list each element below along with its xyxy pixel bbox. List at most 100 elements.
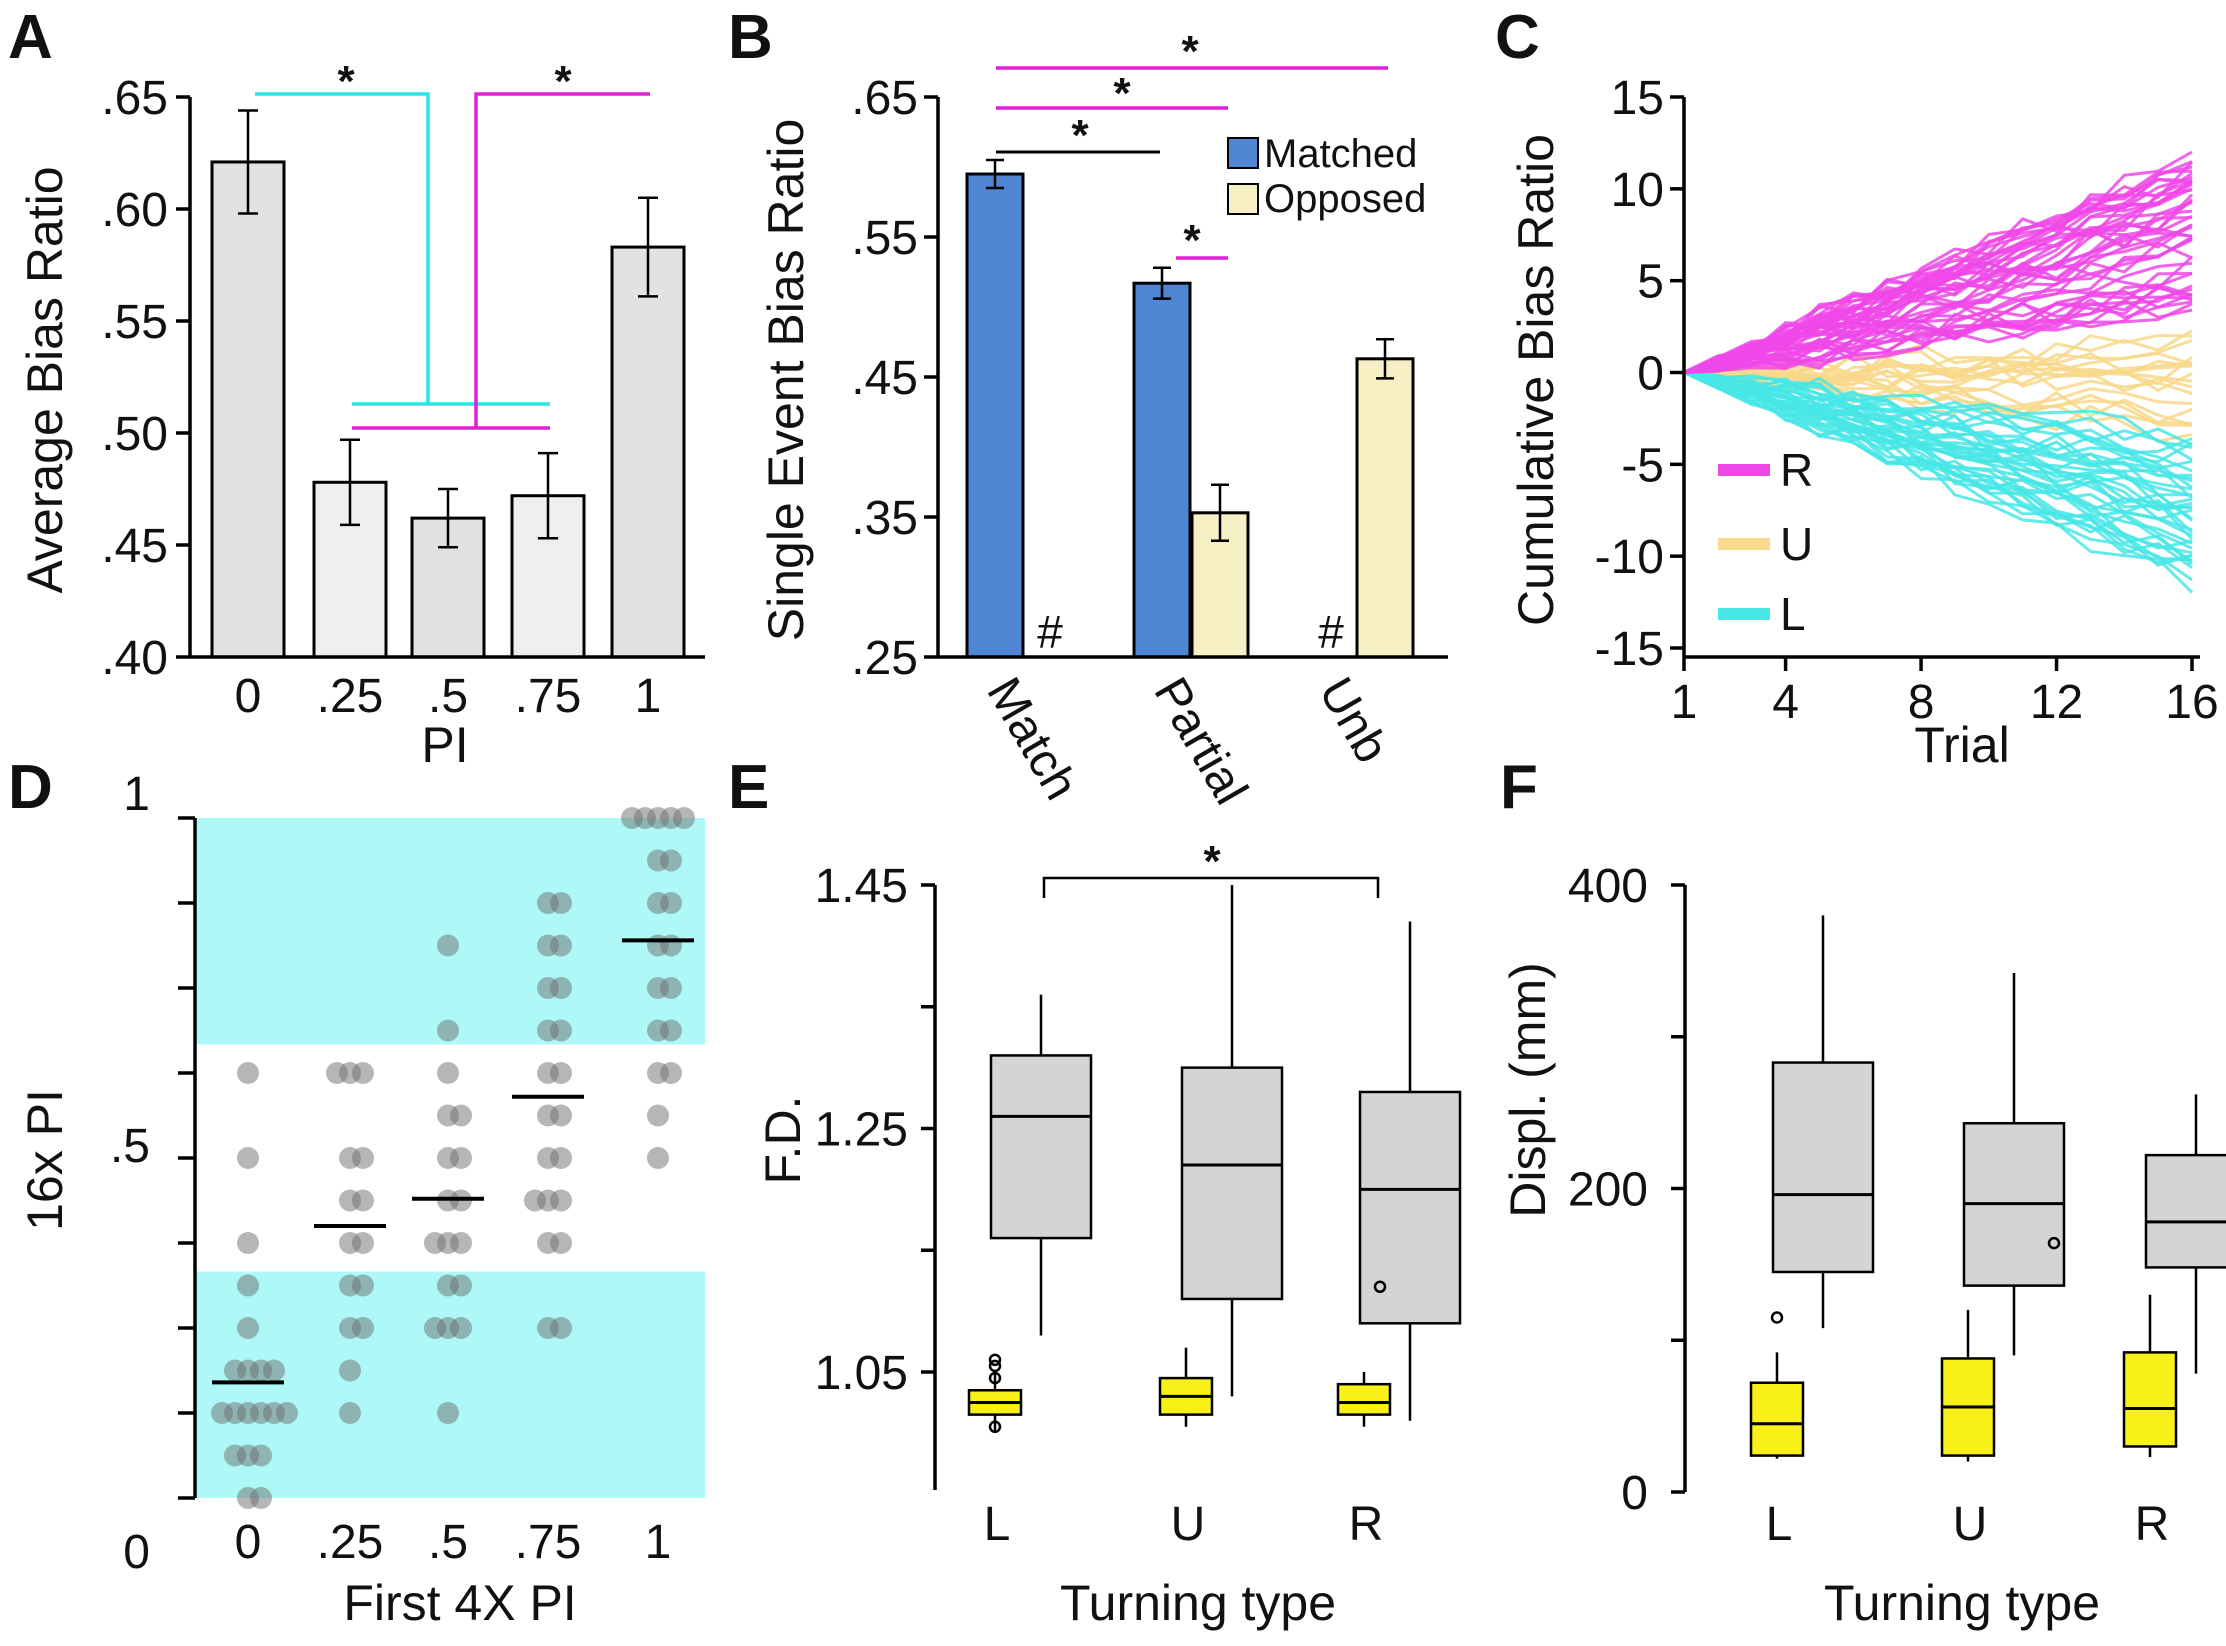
b-ytick-label: .55 [851, 212, 918, 265]
b-missing-unb: # [1318, 606, 1344, 658]
f-xlabel: Turning type [1824, 1575, 2100, 1631]
d-point [550, 1147, 572, 1169]
f-xtick-label: R [2135, 1498, 2170, 1551]
d-point [224, 1359, 246, 1382]
d-point [550, 1189, 572, 1212]
c-line-u [1683, 358, 2193, 380]
d-ytick-label: .5 [110, 1120, 150, 1173]
b-star-4: * [1183, 216, 1201, 265]
f-box-yellow [2122, 1351, 2178, 1448]
d-point [550, 977, 572, 999]
e-box-yellow [1336, 1382, 1392, 1416]
d-point [450, 1232, 472, 1254]
panel-e: E F.D. Turning type 1.05 1.25 1.45 L U R * [728, 753, 1462, 1631]
c-line-r [1683, 272, 2193, 374]
a-errorbar [538, 451, 558, 540]
d-point [660, 977, 682, 999]
d-point [437, 1019, 459, 1042]
panel-letter-d: D [8, 753, 53, 822]
d-point [250, 1444, 272, 1467]
e-flier-yellow [988, 1371, 1002, 1385]
c-ytick-label: -15 [1595, 623, 1664, 676]
b-star-1: * [1181, 27, 1199, 76]
b-xtick-label: Unb [1308, 669, 1398, 772]
d-point [621, 807, 643, 829]
c-legend: R U L [1718, 444, 1813, 640]
c-ytick-label: 15 [1611, 72, 1664, 125]
a-errorbar [340, 438, 360, 527]
panel-letter-c: C [1495, 3, 1540, 72]
d-point [211, 1402, 233, 1424]
f-ytick-label: 200 [1568, 1164, 1648, 1217]
a-xtick-label: 0 [235, 670, 262, 723]
a-xlabel: PI [421, 717, 468, 773]
d-point [647, 1104, 669, 1127]
a-star-1: * [337, 57, 355, 106]
d-point [437, 934, 459, 957]
e-flier-yellow [988, 1359, 1002, 1373]
a-errorbar [638, 196, 658, 298]
d-point [660, 849, 682, 872]
c-ylabel: Cumulative Bias Ratio [1508, 134, 1564, 626]
e-xtick-label: L [984, 1498, 1011, 1551]
d-point [550, 1104, 572, 1127]
d-point [450, 1317, 472, 1339]
e-box-grey [989, 1054, 1093, 1240]
c-line-l [1683, 371, 2194, 594]
d-point [450, 1147, 472, 1169]
panel-letter-f: F [1500, 753, 1538, 822]
e-ytick-label: 1.25 [815, 1104, 908, 1157]
b-bar-matched [965, 172, 1025, 659]
f-ytick-label: 400 [1568, 860, 1648, 913]
b-legend: Matched Opposed [1227, 132, 1426, 221]
d-point [550, 892, 572, 914]
b-legend-swatch-matched [1227, 137, 1259, 169]
d-point [352, 1232, 374, 1254]
b-legend-opposed: Opposed [1264, 177, 1426, 221]
b-ytick-label: .65 [851, 72, 918, 125]
c-line-l [1683, 371, 2193, 522]
d-point [326, 1062, 348, 1084]
c-ytick-label: 0 [1637, 348, 1664, 401]
c-legend-l: L [1780, 588, 1806, 640]
c-ytick-label: -5 [1621, 439, 1664, 492]
d-xlabel: First 4X PI [343, 1575, 576, 1631]
a-ytick-label: .40 [101, 632, 168, 685]
d-point [237, 1147, 259, 1169]
d-point [339, 1402, 361, 1424]
b-ytick-label: .45 [851, 352, 918, 405]
d-point [660, 892, 682, 914]
d-point [660, 934, 682, 957]
c-xtick-label: 16 [2165, 676, 2218, 729]
a-ytick-label: .50 [101, 408, 168, 461]
d-xtick-label: 0 [235, 1516, 262, 1569]
a-bar [210, 160, 286, 659]
a-bar [610, 245, 686, 659]
d-point [276, 1402, 298, 1424]
a-bracket-cyan [255, 92, 550, 406]
e-flier-grey [1373, 1280, 1387, 1294]
b-star-3: * [1071, 111, 1089, 160]
e-flier-yellow [988, 1353, 1002, 1367]
b-xtick-label: Match [976, 669, 1087, 809]
c-ytick-label: 10 [1611, 164, 1664, 217]
f-flier-yellow [1770, 1311, 1784, 1324]
e-bracket [1042, 876, 1380, 898]
c-ytick-label: -10 [1595, 531, 1664, 584]
b-missing-match: # [1037, 606, 1063, 658]
c-line-l [1683, 371, 2194, 500]
panel-b: B Single Event Bias Ratio .25 .35 .45 .55 .6… [728, 3, 1448, 813]
a-bracket-magenta [352, 92, 650, 430]
a-xtick-label: .25 [317, 670, 384, 723]
d-point [237, 1274, 259, 1297]
c-line-u [1683, 333, 2193, 377]
c-line-l [1683, 371, 2193, 473]
c-legend-u: U [1780, 518, 1813, 570]
a-star-2: * [554, 57, 572, 106]
c-xtick-label: 1 [1671, 676, 1698, 729]
a-xtick-label: 1 [635, 670, 662, 723]
c-xtick-label: 4 [1772, 676, 1799, 729]
d-point [250, 1487, 272, 1509]
a-ytick-label: .45 [101, 520, 168, 573]
d-ylabel: 16x PI [17, 1089, 73, 1231]
